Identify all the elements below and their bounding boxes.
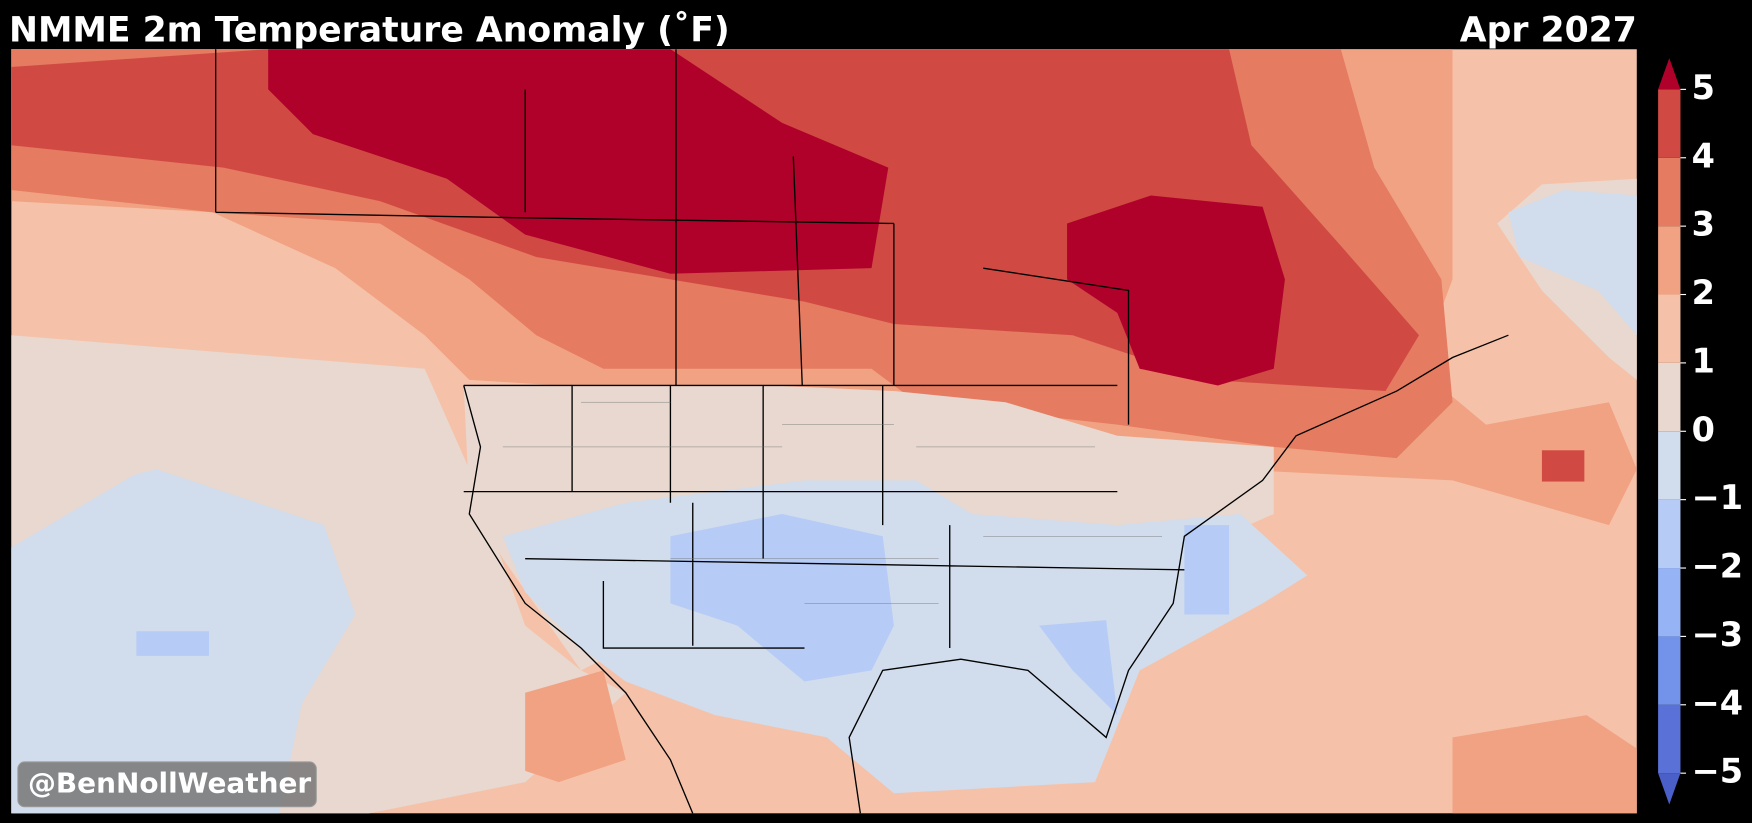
colorbar-tick-label: −3 xyxy=(1692,615,1743,654)
colorbar-bin xyxy=(1658,157,1681,227)
colorbar-tick-label: −5 xyxy=(1692,752,1743,791)
region-extreme xyxy=(268,49,889,274)
state-borders xyxy=(463,384,1185,649)
colorbar-tick-label: 3 xyxy=(1692,205,1715,244)
region-cooler xyxy=(1184,525,1230,615)
colorbar-tick-label: 5 xyxy=(1692,68,1715,107)
map xyxy=(11,49,1637,814)
colorbar-tick-label: 4 xyxy=(1692,136,1715,175)
region-cool xyxy=(136,631,209,656)
map-date: Apr 2027 xyxy=(1460,10,1637,50)
region-warm xyxy=(1452,715,1637,814)
colorbar-bin xyxy=(1658,226,1681,295)
map-title: NMME 2m Temperature Anomaly (˚F) xyxy=(9,9,730,50)
colorbar-tick-label: 1 xyxy=(1692,341,1715,380)
colorbar-bin xyxy=(1658,294,1681,363)
colorbar-tick-label: −2 xyxy=(1692,547,1743,586)
watermark-box xyxy=(17,761,317,808)
colorbar: −5 −4 −3 −2 −1 0 1 2 3 4 5 xyxy=(1658,58,1743,805)
colorbar-bin xyxy=(1658,499,1681,569)
colorbar-bin xyxy=(1658,568,1681,637)
region-cooler xyxy=(670,513,894,682)
colorbar-tick-label: 2 xyxy=(1692,273,1715,312)
colorbar-bin xyxy=(1658,362,1681,432)
region-warmest xyxy=(1541,450,1585,482)
watermark: @BenNollWeather xyxy=(28,766,311,799)
colorbar-tick-label: −4 xyxy=(1692,683,1743,722)
colorbar-bin xyxy=(1658,431,1681,500)
colorbar-over xyxy=(1658,58,1681,90)
region-cooler xyxy=(1039,620,1118,716)
region-extreme xyxy=(1067,195,1285,386)
colorbar-bin xyxy=(1658,89,1681,158)
coastline xyxy=(463,334,1509,814)
colorbar-tick-label: −1 xyxy=(1692,478,1743,517)
county-lines xyxy=(502,402,1163,604)
colorbar-bin xyxy=(1658,704,1681,774)
region-cool xyxy=(1508,189,1637,336)
colorbar-tick-label: 0 xyxy=(1692,410,1715,449)
colorbar-under xyxy=(1658,773,1681,805)
region-warm xyxy=(525,670,626,783)
province-borders xyxy=(215,49,1130,425)
colorbar-bin xyxy=(1658,636,1681,705)
